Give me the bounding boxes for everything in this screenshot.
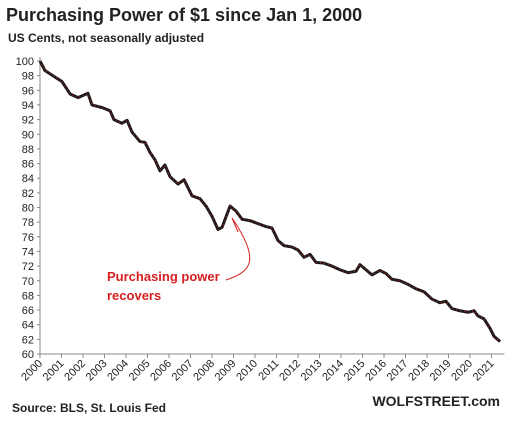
chart-subtitle: US Cents, not seasonally adjusted	[8, 31, 204, 45]
annotation-arrow	[225, 217, 251, 281]
y-tick-label: 84	[22, 173, 34, 185]
y-tick-label: 78	[22, 217, 34, 229]
y-tick-label: 92	[22, 115, 34, 127]
annotation: Purchasing power	[107, 269, 220, 284]
x-tick-label: 2006	[148, 358, 174, 384]
x-tick-label: 2013	[299, 358, 325, 384]
y-tick-label: 86	[22, 159, 34, 171]
line	[38, 60, 502, 343]
y-tick-label: 98	[22, 71, 34, 83]
x-tick-label: 2010	[234, 358, 260, 384]
y-tick-label: 82	[22, 188, 34, 200]
x-tick-label: 2014	[320, 358, 346, 384]
y-tick-label: 64	[22, 320, 34, 332]
y-tick-label: 76	[22, 232, 34, 244]
y-tick-label: 66	[22, 305, 34, 317]
x-tick-label: 2007	[170, 358, 196, 384]
y-tick-label: 70	[22, 276, 34, 288]
y-tick-label: 88	[22, 144, 34, 156]
x-tick-label: 2012	[277, 358, 303, 384]
annotation: recovers	[107, 288, 161, 303]
x-tick-label: 2000	[19, 358, 45, 384]
y-tick-label: 94	[22, 100, 34, 112]
y-tick-label: 90	[22, 129, 34, 141]
x-tick-label: 2008	[191, 358, 217, 384]
source: Source: BLS, St. Louis Fed	[12, 401, 166, 415]
x-tick-label: 2011	[256, 358, 281, 383]
x-tick-label: 2002	[62, 358, 88, 384]
x-tick-label: 2015	[342, 358, 368, 384]
x-tick-label: 2020	[449, 358, 475, 384]
chart-title: Purchasing Power of $1 since Jan 1, 2000	[6, 5, 362, 25]
x-tick-label: 2003	[84, 358, 110, 384]
x-tick-label: 2017	[385, 358, 411, 384]
x-tick-label: 2019	[428, 358, 454, 384]
y-tick-label: 68	[22, 290, 34, 302]
y-tick-label: 80	[22, 203, 34, 215]
x-tick-label: 2021	[471, 358, 497, 384]
x-tick-label: 2016	[363, 358, 389, 384]
x-tick-label: 2001	[41, 358, 67, 384]
brand: WOLFSTREET.com	[372, 393, 500, 409]
y-tick-label: 72	[22, 261, 34, 273]
x-tick-label: 2005	[127, 358, 153, 384]
y-tick-label: 100	[16, 56, 34, 68]
x-tick-label: 2009	[213, 358, 239, 384]
y-tick-label: 62	[22, 334, 34, 346]
y-tick-label: 74	[22, 246, 34, 258]
x-tick-label: 2004	[105, 358, 131, 384]
y-tick-label: 96	[22, 85, 34, 97]
y-tick-label: 60	[22, 349, 34, 361]
x-tick-label: 2018	[406, 358, 432, 384]
